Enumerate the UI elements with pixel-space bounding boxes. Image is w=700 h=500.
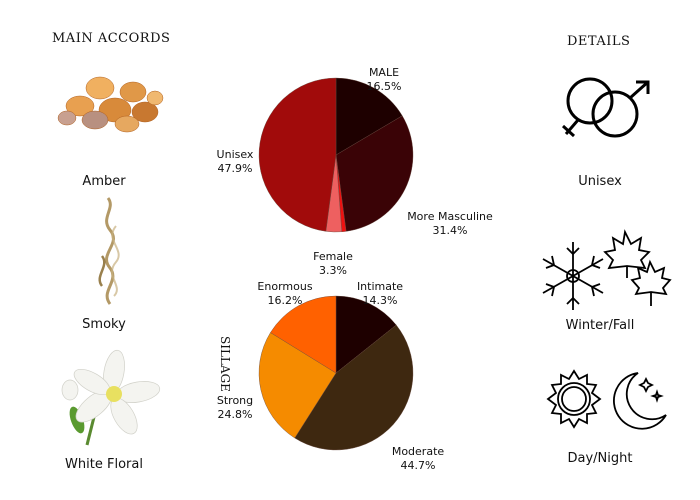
detail-label-day-night: Day/Night <box>567 451 633 466</box>
pie-label-enormous: Enormous 16.2% <box>257 280 312 308</box>
amber-resin-image <box>57 76 164 133</box>
gender-symbols-icon <box>561 77 650 138</box>
pie-slice-male <box>335 77 403 156</box>
accord-label-amber: Amber <box>82 174 126 189</box>
pie-slice-intimate <box>335 295 397 374</box>
slice-value: 16.2% <box>267 294 303 307</box>
slice-name: MALE <box>368 66 400 79</box>
slice-value: 16.5% <box>366 80 402 93</box>
slice-value: 47.9% <box>217 162 253 175</box>
pie-label-more-masculine: More Masculine 31.4% <box>407 210 493 238</box>
slice-value: 44.7% <box>400 459 436 472</box>
pie-slice-enormous <box>270 295 337 374</box>
slice-value: 14.3% <box>362 294 398 307</box>
slice-name: Intimate <box>356 280 404 293</box>
slice-value: 24.8% <box>217 408 253 421</box>
sun-moon-icon <box>546 369 667 430</box>
white-flower-image <box>61 349 161 446</box>
sillage-axis-title: SILLAGE <box>218 336 232 392</box>
detail-label-winter-fall: Winter/Fall <box>565 318 635 333</box>
pie-label-moderate: Moderate 44.7% <box>392 445 444 473</box>
pie-label-unisex: Unisex 47.9% <box>217 148 254 176</box>
pie-slice-more-masculine <box>335 115 414 232</box>
slice-name: Strong <box>216 394 254 407</box>
slice-name: Unisex <box>216 148 254 161</box>
pie-slice-moderate <box>294 324 414 451</box>
snowflake-leaves-icon <box>542 229 672 310</box>
pie-label-intimate: Intimate 14.3% <box>357 280 403 308</box>
slice-name: Moderate <box>391 445 445 458</box>
slice-name: Female <box>313 250 353 263</box>
details-heading: DETAILS <box>567 34 631 49</box>
slice-name: More Masculine <box>407 210 493 223</box>
pie-label-female: Female 3.3% <box>313 250 353 278</box>
pie-label-male: MALE 16.5% <box>367 66 402 94</box>
slice-name: Enormous <box>257 280 313 293</box>
pie-slice-strong <box>258 332 337 439</box>
pie-label-strong: Strong 24.8% <box>217 394 253 422</box>
detail-label-unisex: Unisex <box>578 174 622 189</box>
accord-label-smoky: Smoky <box>82 317 126 332</box>
slice-value: 3.3% <box>319 264 347 277</box>
smoke-image <box>98 197 120 305</box>
slice-value: 31.4% <box>432 224 468 237</box>
main-accords-heading: MAIN ACCORDS <box>52 31 171 46</box>
accord-label-white-floral: White Floral <box>65 457 143 472</box>
